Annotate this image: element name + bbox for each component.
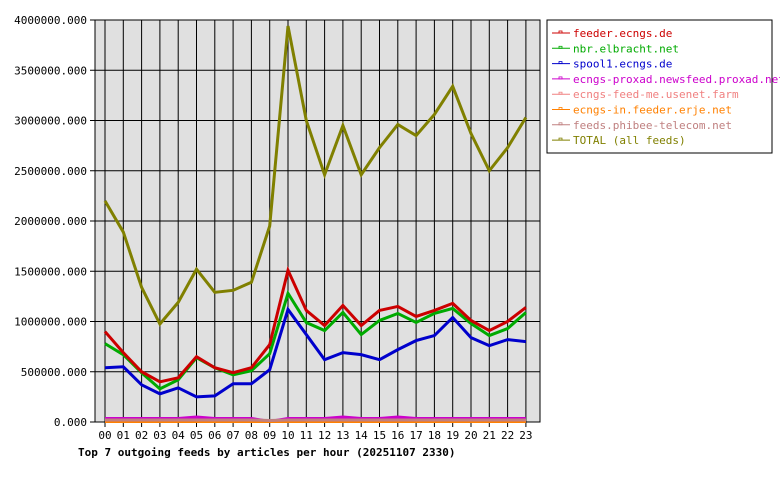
series-line bbox=[105, 415, 526, 424]
x-tick-label: 13 bbox=[336, 429, 349, 442]
legend-label: ecngs-feed-me.usenet.farm bbox=[573, 88, 739, 101]
legend-marker bbox=[558, 45, 563, 49]
x-tick-label: 12 bbox=[318, 429, 331, 442]
legend-label: ecngs-in.feeder.erje.net bbox=[573, 104, 732, 117]
x-tick-label: 04 bbox=[172, 429, 186, 442]
x-tick-label: 05 bbox=[190, 429, 203, 442]
x-tick-label: 16 bbox=[391, 429, 404, 442]
x-tick-label: 19 bbox=[446, 429, 459, 442]
legend-marker bbox=[558, 137, 563, 141]
legend-marker bbox=[558, 122, 563, 126]
x-tick-label: 20 bbox=[464, 429, 477, 442]
x-tick-label: 02 bbox=[135, 429, 148, 442]
y-tick-labels: 0.000 500000.000 1000000.000 1500000.000 200… bbox=[14, 14, 87, 429]
y-tick-label: 500000.000 bbox=[21, 366, 87, 379]
x-tick-label: 17 bbox=[409, 429, 422, 442]
y-tick-label: 1000000.000 bbox=[14, 316, 87, 329]
x-tick-label: 06 bbox=[208, 429, 221, 442]
legend-entries: feeder.ecngs.de nbr.elbracht.net spool1.ec… bbox=[552, 27, 780, 147]
y-tick-label: 2000000.000 bbox=[14, 215, 87, 228]
legend-marker bbox=[558, 61, 563, 64]
legend-marker bbox=[558, 30, 563, 34]
x-tick-label: 01 bbox=[117, 429, 130, 442]
legend-label: ecngs-proxad.newsfeed.proxad.net bbox=[573, 73, 780, 86]
x-tick-label: 09 bbox=[263, 429, 276, 442]
x-tick-label: 03 bbox=[153, 429, 166, 442]
chart-title: Top 7 outgoing feeds by articles per hou… bbox=[78, 446, 456, 459]
x-tick-label: 00 bbox=[98, 429, 111, 442]
series-line bbox=[103, 25, 528, 327]
x-tick-label: 14 bbox=[355, 429, 369, 442]
series-line bbox=[103, 265, 527, 384]
legend-label: feeds.phibee-telecom.net bbox=[573, 119, 732, 132]
x-tick-label: 15 bbox=[373, 429, 386, 442]
x-tick-label: 10 bbox=[281, 429, 294, 442]
legend-marker bbox=[558, 76, 563, 80]
series-line bbox=[105, 418, 526, 422]
x-tick-label: 21 bbox=[483, 429, 496, 442]
legend-marker bbox=[558, 107, 563, 110]
y-tick-label: 4000000.000 bbox=[14, 14, 87, 27]
y-tick-label: 2500000.000 bbox=[14, 165, 87, 178]
legend-label: nbr.elbracht.net bbox=[573, 42, 679, 55]
series-line bbox=[104, 306, 527, 399]
y-tick-label: 1500000.000 bbox=[14, 265, 87, 278]
y-tick-label: 0.000 bbox=[54, 416, 87, 429]
x-tick-label: 11 bbox=[300, 429, 313, 442]
legend-label: spool1.ecngs.de bbox=[573, 58, 672, 71]
legend-label: TOTAL (all feeds) bbox=[573, 134, 686, 147]
x-tick-label: 08 bbox=[245, 429, 258, 442]
legend-marker bbox=[558, 91, 563, 95]
series-line bbox=[104, 289, 527, 391]
x-tick-label: 22 bbox=[501, 429, 514, 442]
x-tick-label: 07 bbox=[226, 429, 239, 442]
series-lines bbox=[103, 25, 528, 424]
y-tick-label: 3000000.000 bbox=[14, 115, 87, 128]
x-tick-label: 23 bbox=[519, 429, 532, 442]
legend bbox=[546, 19, 773, 154]
x-tick-labels: 00 01 02 03 04 05 06 07 08 09 10 11 12 13 14 15 16 17 18 19… bbox=[98, 429, 532, 442]
legend-label: feeder.ecngs.de bbox=[573, 27, 672, 40]
x-tick-label: 18 bbox=[428, 429, 441, 442]
y-tick-label: 3500000.000 bbox=[14, 64, 87, 77]
